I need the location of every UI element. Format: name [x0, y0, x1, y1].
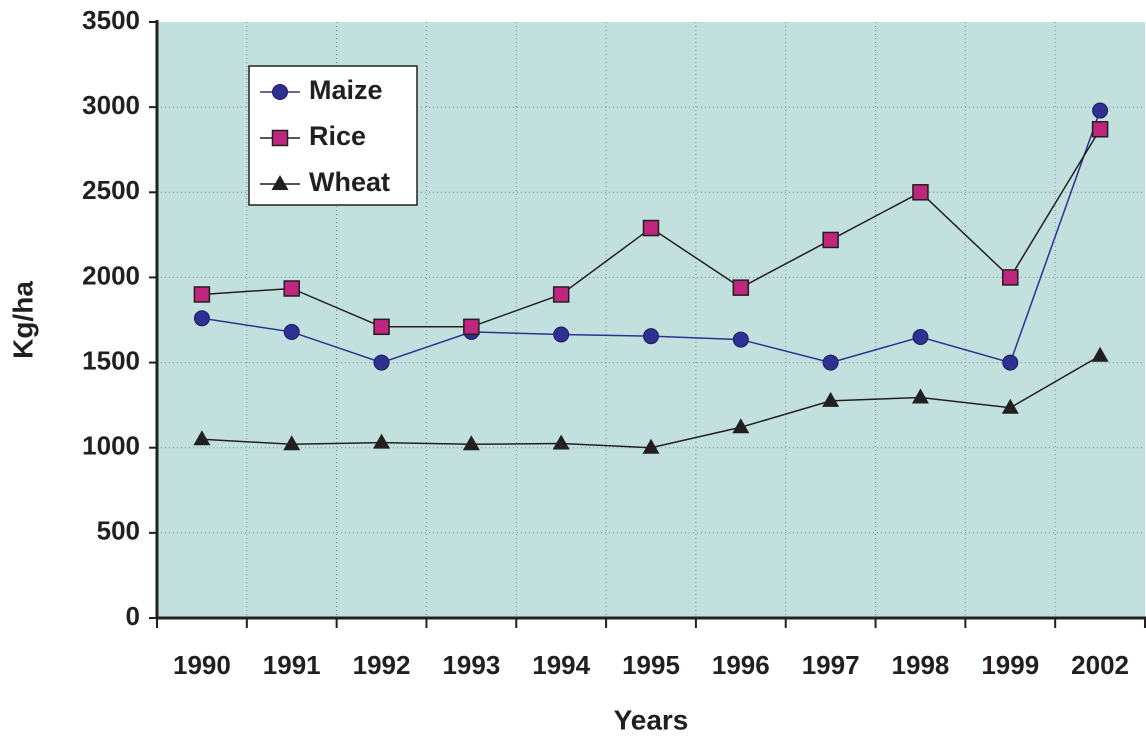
marker: [283, 323, 300, 340]
marker: [822, 354, 839, 371]
marker: [373, 318, 390, 336]
marker: [463, 318, 480, 336]
marker: [1002, 354, 1019, 371]
marker: [643, 328, 659, 345]
marker: [1092, 102, 1109, 119]
marker: [193, 286, 211, 303]
x-tick-label: 1992: [353, 650, 411, 680]
y-tick-label: 3500: [82, 5, 140, 35]
marker: [552, 286, 570, 303]
marker: [373, 433, 391, 449]
marker: [822, 231, 839, 249]
marker: [912, 184, 929, 201]
marker: [1002, 269, 1019, 286]
x-tick-label: 1991: [263, 650, 321, 680]
y-tick-label: 500: [97, 516, 140, 546]
marker: [732, 279, 750, 296]
marker: [271, 129, 289, 147]
legend: Maize Rice Wheat: [248, 65, 418, 206]
marker: [822, 391, 840, 407]
x-tick-label: 1995: [622, 650, 680, 680]
marker: [193, 310, 210, 327]
marker: [732, 418, 750, 434]
legend-label: Wheat: [309, 167, 390, 197]
marker: [642, 219, 660, 237]
legend-label: Rice: [309, 121, 366, 151]
x-tick-label: 1999: [981, 650, 1039, 680]
x-tick-label: 1996: [712, 650, 770, 680]
marker: [553, 326, 570, 343]
marker: [1091, 346, 1109, 362]
marker: [1001, 398, 1019, 414]
marker: [911, 388, 929, 404]
y-tick-label: 1000: [82, 431, 140, 461]
y-tick-label: 1500: [82, 345, 140, 375]
x-tick-label: 1997: [802, 650, 860, 680]
x-tick-label: 2002: [1071, 650, 1129, 680]
marker: [373, 354, 390, 371]
x-tick-label: 1993: [442, 650, 500, 680]
y-tick-label: 3000: [82, 90, 140, 120]
y-tick-label: 2500: [82, 175, 140, 205]
y-tick-label: 2000: [82, 260, 140, 290]
marker: [642, 438, 660, 454]
legend-label: Maize: [309, 75, 383, 105]
marker: [912, 329, 929, 346]
x-tick-label: 1998: [892, 650, 950, 680]
marker: [193, 430, 211, 446]
marker: [272, 84, 288, 100]
marker: [283, 435, 301, 451]
marker: [283, 280, 300, 297]
y-axis-title: Kg/ha: [7, 281, 38, 359]
y-tick-label: 0: [126, 601, 140, 631]
marker: [271, 175, 289, 190]
marker: [552, 434, 570, 450]
x-axis-title: Years: [614, 704, 689, 735]
x-tick-label: 1994: [532, 650, 590, 680]
x-tick-label: 1990: [173, 650, 231, 680]
marker: [462, 435, 480, 451]
marker: [732, 331, 749, 348]
marker: [1091, 121, 1109, 138]
